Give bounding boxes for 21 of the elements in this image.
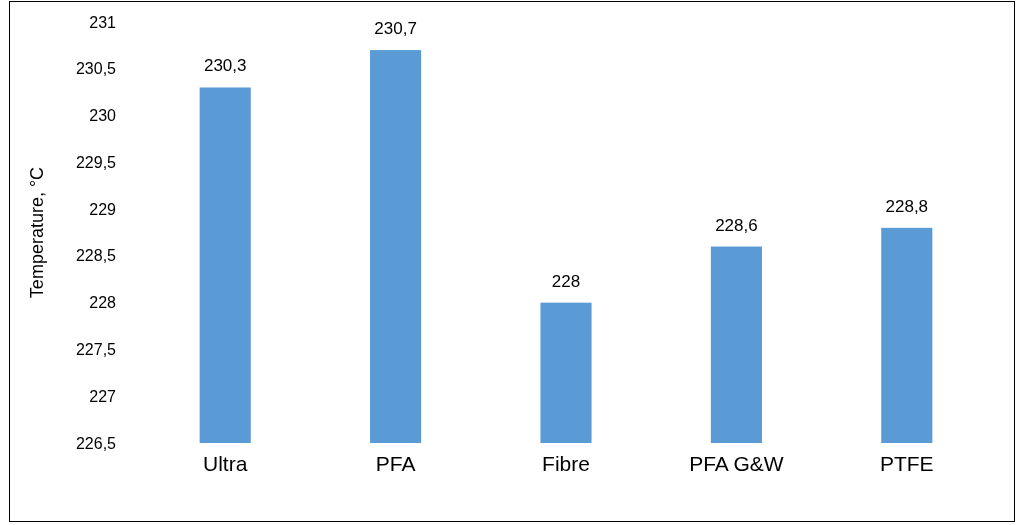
data-label: 228 bbox=[551, 271, 581, 291]
data-label: 230,7 bbox=[374, 19, 417, 39]
x-tick-label: PFA G&W bbox=[689, 452, 784, 475]
y-tick-label: 227,5 bbox=[75, 341, 117, 359]
x-tick-label: Ultra bbox=[203, 452, 248, 475]
y-tick-label: 226,5 bbox=[75, 434, 117, 452]
x-tick-label: PTFE bbox=[879, 452, 934, 475]
y-tick-label: 227 bbox=[89, 387, 117, 405]
x-tick-label: Fibre bbox=[542, 452, 590, 475]
data-label: 228,8 bbox=[885, 196, 929, 216]
y-tick-label: 230 bbox=[89, 107, 117, 125]
y-tick-label: 228 bbox=[89, 294, 117, 312]
x-tick-label: PFA bbox=[375, 452, 416, 475]
y-tick-label: 230,5 bbox=[75, 60, 117, 78]
y-tick-label: 231 bbox=[89, 13, 117, 31]
y-tick-label: 229,5 bbox=[75, 153, 117, 171]
data-label: 230,3 bbox=[203, 56, 247, 76]
y-tick-label: 229 bbox=[89, 200, 117, 218]
y-axis-title: Temperature, °C bbox=[27, 166, 47, 299]
data-label: 228,6 bbox=[715, 215, 758, 235]
y-tick-label: 228,5 bbox=[75, 247, 117, 265]
